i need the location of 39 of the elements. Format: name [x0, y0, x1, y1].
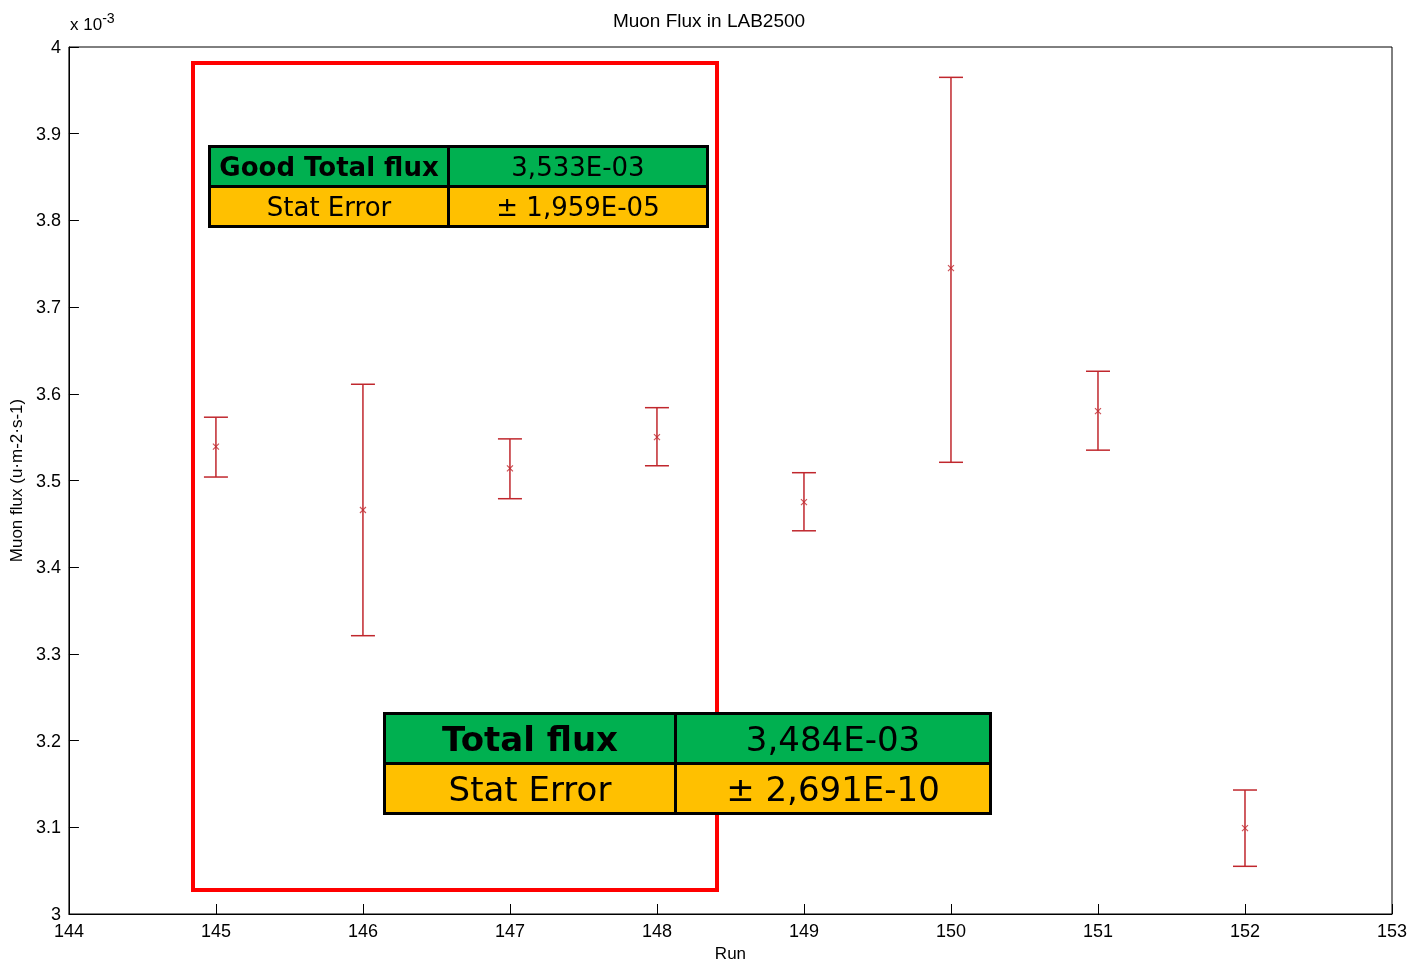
- annotation: ± 1,959E-05: [448, 186, 708, 227]
- y-tick-label: 3.1: [35, 817, 61, 838]
- y-tick-label: 3.7: [35, 297, 61, 318]
- x-tick-label: 153: [1376, 921, 1408, 941]
- y-tick-label: 3.4: [35, 557, 61, 578]
- annotation: 3,484E-03: [675, 713, 991, 764]
- y-tick-label: 3.2: [35, 730, 61, 751]
- x-tick-label: 152: [1229, 921, 1261, 941]
- annotation: Good Total flux: [209, 146, 449, 187]
- point: [506, 464, 514, 472]
- x-axis-title: Run: [714, 943, 747, 963]
- point: [212, 443, 220, 451]
- annotation: Stat Error: [209, 186, 449, 227]
- x-tick-label: 147: [494, 921, 525, 941]
- x-tick-label: 146: [347, 921, 378, 941]
- point: [1094, 407, 1102, 415]
- annotation: ± 2,691E-10: [675, 763, 991, 814]
- x-tick-label: 151: [1082, 921, 1114, 941]
- text: x 10$^{-3}$: [70, 10, 115, 35]
- y-tick-label: 3.5: [35, 470, 61, 491]
- x-tick-label: 148: [641, 921, 672, 941]
- x-tick-label: 149: [788, 921, 819, 941]
- x-tick-label: 150: [935, 921, 966, 941]
- y-tick-label: 3.3: [35, 643, 61, 664]
- annotation: Total flux: [384, 713, 676, 764]
- y-axis-title: Muon flux (u·m-2·s-1): [7, 398, 26, 563]
- y-tick-label: 3: [50, 904, 61, 924]
- y-tick-label: 3.9: [35, 123, 61, 144]
- point: [653, 433, 661, 441]
- chart-title: Muon Flux in LAB2500: [612, 10, 806, 31]
- y-tick-label: 3.8: [35, 210, 61, 231]
- point: [1241, 824, 1249, 832]
- point: [800, 498, 808, 506]
- x-tick-label: 145: [200, 921, 231, 941]
- annotation: 3,533E-03: [448, 146, 708, 187]
- annotation: Stat Error: [384, 763, 676, 814]
- x-tick-label: 144: [53, 921, 84, 941]
- y-tick-label: 3.6: [35, 383, 61, 404]
- y-tick-label: 4: [50, 37, 61, 57]
